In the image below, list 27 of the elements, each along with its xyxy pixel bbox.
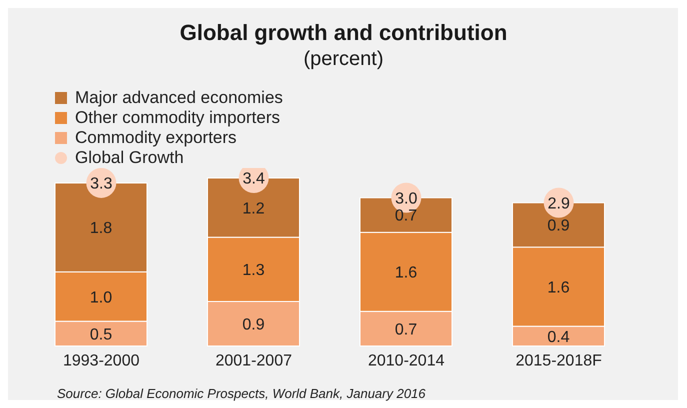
data-label: 3.0: [395, 190, 418, 208]
data-label: 0.7: [394, 208, 418, 225]
legend-label: Major advanced economies: [75, 88, 283, 108]
data-label: 1.2: [242, 200, 265, 218]
legend-label: Commodity exporters: [75, 128, 237, 148]
text: Global growth and contribution: [178, 20, 508, 46]
source-note: Source: Global Economic Prospects, World Bank, January 2016: [57, 386, 426, 401]
data-label: 0.5: [90, 326, 112, 344]
data-label: 1.0: [90, 289, 112, 306]
data-label: 1.6: [394, 264, 418, 282]
data-label: 1.3: [242, 262, 265, 280]
data-label: 0.9: [547, 218, 570, 235]
legend-label: Other commodity importers: [75, 108, 280, 128]
data-label: 0.7: [394, 321, 418, 338]
data-label: 1.8: [90, 220, 112, 238]
data-label: 3.3: [90, 176, 112, 193]
data-label: 2.9: [548, 195, 570, 212]
x-tick-label: 2015-2018F: [516, 352, 602, 370]
data-label: 3.4: [242, 170, 265, 188]
x-tick-label: 2010-2014: [368, 352, 445, 370]
data-label: 1.6: [547, 279, 570, 296]
data-label: 0.4: [547, 328, 570, 346]
legend-label: Global Growth: [75, 148, 184, 168]
x-tick-label: 1993-2000: [62, 352, 140, 370]
x-tick-label: 2001-2007: [215, 352, 292, 370]
text: (percent): [302, 48, 385, 71]
data-label: 0.9: [242, 316, 265, 334]
